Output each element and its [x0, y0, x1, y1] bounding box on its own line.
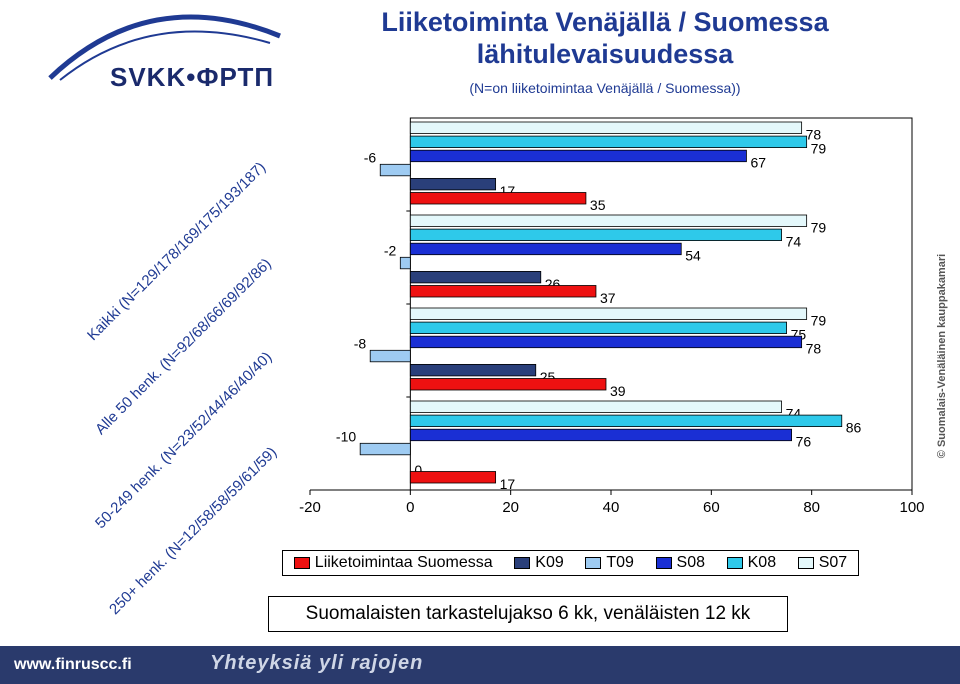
legend-label: Liiketoimintaa Suomessa — [314, 554, 493, 571]
bar — [409, 307, 808, 320]
bar — [409, 228, 782, 242]
bar — [409, 321, 787, 335]
legend-item: Liiketoimintaa Suomessa — [293, 554, 493, 572]
bar — [399, 256, 411, 270]
footer-url[interactable]: www.finruscc.fi — [14, 656, 132, 673]
legend-label: S08 — [676, 554, 706, 571]
legend-label: T09 — [606, 554, 634, 571]
data-label: -2 — [384, 242, 397, 258]
logo-text: SVKK•ФРТП — [110, 62, 275, 92]
bar — [409, 214, 808, 227]
x-tick-label: 100 — [899, 499, 924, 516]
bar — [379, 163, 411, 177]
x-tick-label: 0 — [406, 499, 414, 516]
legend-item: K09 — [514, 554, 564, 572]
legend-swatch — [726, 557, 743, 569]
bar — [409, 363, 537, 377]
x-tick-label: 60 — [703, 499, 720, 516]
x-tick-label: 20 — [502, 499, 519, 516]
data-label: 79 — [811, 141, 827, 157]
bar — [409, 177, 497, 191]
legend-label: S07 — [818, 554, 848, 571]
bar — [409, 428, 793, 442]
data-label: 67 — [750, 155, 766, 171]
x-tick-label: 40 — [603, 499, 620, 516]
data-label: 39 — [610, 383, 626, 399]
page-title: Liiketoiminta Venäjällä / Suomessa lähit… — [381, 7, 829, 69]
legend-label: K09 — [535, 554, 564, 571]
x-tick-label: 80 — [803, 499, 820, 516]
bar — [409, 378, 607, 391]
legend-swatch — [655, 557, 672, 569]
data-label: 78 — [806, 341, 822, 357]
data-label: 76 — [796, 434, 812, 450]
legend-item: S08 — [655, 554, 706, 572]
x-tick-label: -20 — [299, 499, 321, 516]
footer-bar: www.finruscc.fi Yhteyksiä yli rajojen — [0, 646, 960, 684]
bar — [409, 335, 803, 349]
legend-swatch — [514, 557, 531, 569]
period-note: Suomalaisten tarkastelujakso 6 kk, venäl… — [268, 596, 788, 632]
bar — [409, 121, 803, 134]
data-label: 79 — [811, 313, 827, 329]
legend-swatch — [293, 557, 310, 569]
legend-swatch — [797, 557, 814, 569]
data-label: 74 — [786, 234, 802, 250]
bar — [409, 285, 597, 298]
data-label: -10 — [336, 428, 356, 444]
legend-label: K08 — [747, 554, 777, 571]
data-label: 37 — [600, 290, 616, 306]
data-label: -6 — [364, 149, 377, 165]
legend-item: K08 — [726, 554, 777, 572]
svkk-logo — [48, 14, 281, 81]
bar — [409, 192, 587, 205]
data-label: 35 — [590, 197, 606, 213]
legend-item: S07 — [797, 554, 848, 572]
bar — [409, 400, 782, 413]
chart-legend: Liiketoimintaa Suomessa K09 T09 S08 K08 S07 — [282, 550, 859, 576]
data-label: 78 — [806, 127, 822, 143]
legend-item: T09 — [585, 554, 634, 572]
bar — [409, 471, 497, 484]
bar — [409, 414, 843, 428]
data-label: 86 — [846, 420, 862, 436]
data-label: -8 — [354, 335, 367, 351]
data-label: 0 — [414, 462, 422, 478]
bar — [409, 270, 542, 284]
data-label: 79 — [811, 220, 827, 236]
bar — [409, 242, 682, 256]
data-label: 54 — [685, 248, 701, 264]
bar-chart: -20 0 20 40 60 80 100787967-61735797454-226377… — [299, 117, 925, 516]
bar — [369, 349, 411, 363]
data-label: 17 — [500, 476, 516, 492]
page-subtitle: (N=on liiketoimintaa Venäjällä / Suomess… — [469, 80, 741, 96]
legend-swatch — [585, 557, 602, 569]
bar — [359, 442, 411, 456]
bar — [409, 135, 808, 149]
footer-slogan: Yhteyksiä yli rajojen — [210, 652, 424, 674]
bar — [409, 149, 747, 163]
